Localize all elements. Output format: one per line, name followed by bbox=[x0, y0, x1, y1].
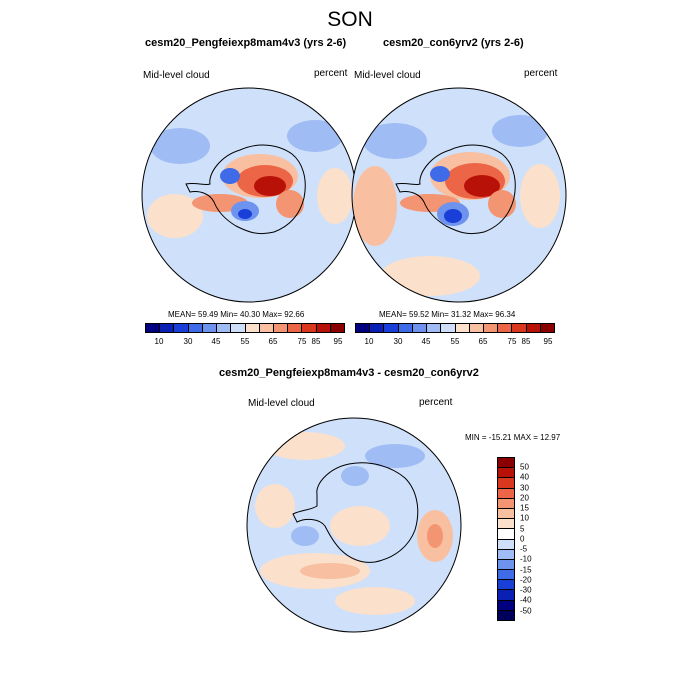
panel2-right-label: percent bbox=[524, 68, 558, 79]
panel3-tick: 30 bbox=[520, 483, 529, 493]
panel3-tick: -10 bbox=[520, 554, 532, 564]
panel1-colorbar-labels: 10 30 45 55 65 75 85 95 bbox=[145, 337, 345, 347]
panel3-tick: 15 bbox=[520, 503, 529, 513]
panel2-tick: 30 bbox=[393, 337, 403, 346]
panel3-tick: -40 bbox=[520, 595, 532, 605]
panel2-tick: 65 bbox=[478, 337, 488, 346]
panel2-tick: 45 bbox=[421, 337, 431, 346]
panel2-field bbox=[352, 88, 566, 302]
panel3-tick: -20 bbox=[520, 575, 532, 585]
panel1-field bbox=[142, 88, 356, 302]
panel1-map bbox=[141, 87, 357, 303]
panel2-tick: 55 bbox=[450, 337, 460, 346]
panel3-tick: 5 bbox=[520, 524, 525, 534]
panel2-stats: MEAN= 59.52 Min= 31.32 Max= 96.34 bbox=[379, 310, 516, 319]
panel1-stats: MEAN= 59.49 Min= 40.30 Max= 92.66 bbox=[168, 310, 305, 319]
panel1-tick: 55 bbox=[240, 337, 250, 346]
panel1-tick: 65 bbox=[268, 337, 278, 346]
panel1-tick: 85 bbox=[311, 337, 321, 346]
panel2-tick: 10 bbox=[364, 337, 374, 346]
panel2-left-label: Mid-level cloud bbox=[354, 70, 421, 81]
panel3-tick: 10 bbox=[520, 513, 529, 523]
panel1-right-label: percent bbox=[314, 68, 348, 79]
panel1-tick: 75 bbox=[297, 337, 307, 346]
panel3-colorbar-labels: 50 40 30 20 15 10 5 0 -5 -10 -15 -20 -30… bbox=[520, 457, 550, 621]
panel1-left-label: Mid-level cloud bbox=[143, 70, 210, 81]
panel2-tick: 95 bbox=[543, 337, 553, 346]
panel3-field bbox=[247, 418, 461, 632]
panel1-tick: 45 bbox=[211, 337, 221, 346]
panel3-stats: MIN = -15.21 MAX = 12.97 bbox=[465, 433, 561, 442]
panel3-title: cesm20_Pengfeiexp8mam4v3 - cesm20_con6yr… bbox=[219, 367, 479, 379]
panel2-colorbar-labels: 10 30 45 55 65 75 85 95 bbox=[355, 337, 555, 347]
season-title: SON bbox=[327, 8, 373, 31]
panel1-colorbar bbox=[145, 323, 345, 333]
panel1-title: cesm20_Pengfeiexp8mam4v3 (yrs 2-6) bbox=[145, 37, 347, 49]
panel1-tick: 30 bbox=[183, 337, 193, 346]
panel3-tick: -50 bbox=[520, 606, 532, 616]
panel1-coastline bbox=[185, 144, 306, 235]
panel3-tick: 0 bbox=[520, 534, 525, 544]
panel3-tick: -5 bbox=[520, 544, 528, 554]
panel3-tick: -15 bbox=[520, 565, 532, 575]
panel3-tick: 20 bbox=[520, 493, 529, 503]
panel3-right-label: percent bbox=[419, 397, 453, 408]
panel2-coastline bbox=[395, 144, 516, 235]
panel3-coastline bbox=[292, 462, 419, 563]
panel2-tick: 85 bbox=[521, 337, 531, 346]
panel3-colorbar bbox=[497, 457, 515, 621]
panel3-tick: -30 bbox=[520, 585, 532, 595]
panel1-tick: 95 bbox=[333, 337, 343, 346]
panel3-left-label: Mid-level cloud bbox=[248, 398, 315, 409]
panel3-tick: 50 bbox=[520, 462, 529, 472]
panel2-tick: 75 bbox=[507, 337, 517, 346]
panel2-map bbox=[351, 87, 567, 303]
panel3-map bbox=[246, 417, 462, 633]
panel3-tick: 40 bbox=[520, 472, 529, 482]
panel1-tick: 10 bbox=[154, 337, 164, 346]
panel2-title: cesm20_con6yrv2 (yrs 2-6) bbox=[383, 37, 524, 49]
panel2-colorbar bbox=[355, 323, 555, 333]
